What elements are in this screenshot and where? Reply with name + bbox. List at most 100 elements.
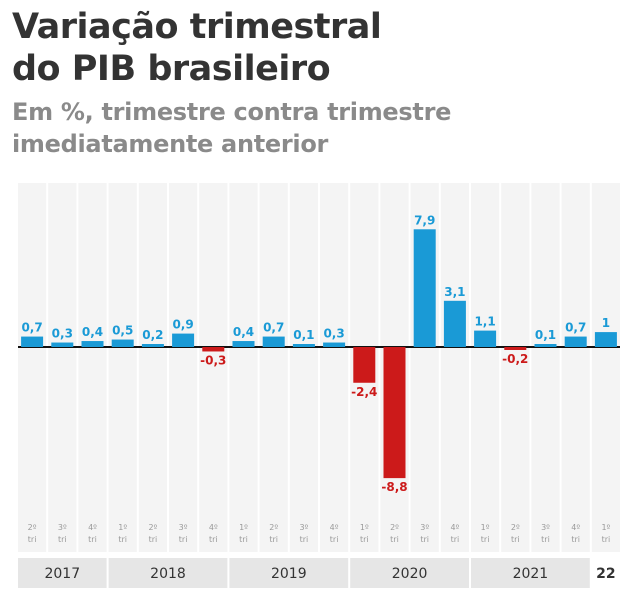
- quarter-label: 4º: [330, 523, 339, 532]
- bar: [353, 347, 376, 383]
- quarter-suffix-label: tri: [88, 535, 97, 544]
- bar: [51, 342, 74, 347]
- quarter-suffix-label: tri: [420, 535, 429, 544]
- quarter-suffix-label: tri: [300, 535, 309, 544]
- bar: [504, 347, 527, 350]
- bar: [292, 344, 315, 347]
- quarter-label: 1º: [360, 523, 369, 532]
- quarter-label: 1º: [118, 523, 127, 532]
- bar: [594, 332, 617, 347]
- quarter-label: 3º: [299, 523, 308, 532]
- quarter-label: 2º: [390, 523, 399, 532]
- bar-value-label: 0,7: [21, 321, 42, 335]
- quarter-suffix-label: tri: [28, 535, 37, 544]
- bar-value-label: -2,4: [351, 385, 377, 399]
- bar: [413, 229, 436, 347]
- quarter-suffix-label: tri: [58, 535, 67, 544]
- bar-value-label: 0,9: [172, 318, 193, 332]
- year-band: [18, 558, 107, 588]
- quarter-suffix-label: tri: [149, 535, 158, 544]
- bar: [474, 330, 497, 347]
- title-line-2: do PIB brasileiro: [12, 49, 331, 89]
- year-band: [471, 558, 590, 588]
- year-band: [229, 558, 349, 588]
- quarter-column-bg: [501, 183, 530, 552]
- quarter-column-bg: [78, 183, 107, 552]
- quarter-column-bg: [591, 183, 620, 552]
- bar: [323, 342, 346, 347]
- bar-value-label: 0,3: [52, 327, 73, 341]
- quarter-suffix-label: tri: [360, 535, 369, 544]
- bar-value-label: 0,2: [142, 328, 163, 342]
- quarter-suffix-label: tri: [511, 535, 520, 544]
- year-label: 2019: [271, 566, 307, 582]
- quarter-label: 4º: [88, 523, 97, 532]
- quarter-suffix-label: tri: [390, 535, 399, 544]
- quarter-label: 3º: [179, 523, 188, 532]
- year-label: 2020: [392, 566, 428, 582]
- bar: [202, 347, 225, 352]
- subtitle-line-1: Em %, trimestre contra trimestre: [12, 98, 452, 126]
- quarter-column-bg: [18, 183, 47, 552]
- quarter-column-bg: [531, 183, 560, 552]
- quarter-label: 2º: [269, 523, 278, 532]
- bar: [172, 333, 195, 347]
- quarter-column-bg: [259, 183, 288, 552]
- subtitle-line-2: imediatamente anterior: [12, 130, 329, 158]
- bar-value-label: 0,7: [263, 321, 284, 335]
- quarter-label: 1º: [239, 523, 248, 532]
- bar-value-label: 0,1: [293, 328, 314, 342]
- bar: [81, 341, 104, 347]
- quarter-suffix-label: tri: [209, 535, 218, 544]
- year-label: 2021: [513, 566, 549, 582]
- bar-value-label: 7,9: [414, 213, 435, 227]
- bar-value-label: -8,8: [381, 480, 407, 494]
- year-label: 2017: [44, 566, 80, 582]
- quarter-suffix-label: tri: [541, 535, 550, 544]
- bar: [443, 300, 466, 347]
- quarter-column-bg: [561, 183, 590, 552]
- year-band: [350, 558, 469, 588]
- quarter-label: 2º: [28, 523, 37, 532]
- quarter-suffix-label: tri: [571, 535, 580, 544]
- quarter-label: 4º: [450, 523, 459, 532]
- bar: [232, 341, 255, 347]
- bar-value-label: 0,3: [323, 327, 344, 341]
- bar: [21, 336, 44, 347]
- quarter-label: 4º: [209, 523, 218, 532]
- bar-value-label: 0,4: [82, 325, 103, 339]
- year-label: 22: [596, 566, 615, 582]
- chart-title: Variação trimestral do PIB brasileiro: [12, 6, 632, 90]
- quarter-label: 1º: [481, 523, 490, 532]
- quarter-label: 3º: [541, 523, 550, 532]
- quarter-label: 2º: [511, 523, 520, 532]
- bar-value-label: 0,7: [565, 321, 586, 335]
- quarter-column-bg: [471, 183, 500, 552]
- bar: [141, 344, 164, 347]
- bar: [111, 339, 134, 347]
- title-line-1: Variação trimestral: [12, 7, 382, 47]
- year-band: [108, 558, 228, 588]
- bar-value-label: 0,1: [535, 328, 556, 342]
- bar-value-label: -0,3: [200, 353, 226, 367]
- quarter-column-bg: [138, 183, 167, 552]
- quarter-label: 3º: [58, 523, 67, 532]
- bar-value-label: 3,1: [444, 285, 465, 299]
- bar-value-label: 0,4: [233, 325, 254, 339]
- bar-value-label: 1,1: [474, 315, 495, 329]
- year-band: [591, 558, 620, 588]
- quarter-column-bg: [229, 183, 258, 552]
- quarter-label: 2º: [148, 523, 157, 532]
- quarter-column-bg: [289, 183, 318, 552]
- quarter-suffix-label: tri: [481, 535, 490, 544]
- quarter-column-bg: [48, 183, 77, 552]
- quarter-column-bg: [108, 183, 137, 552]
- quarter-suffix-label: tri: [239, 535, 248, 544]
- quarter-suffix-label: tri: [602, 535, 611, 544]
- quarter-column-bg: [169, 183, 198, 552]
- quarter-column-bg: [320, 183, 349, 552]
- quarter-label: 4º: [571, 523, 580, 532]
- quarter-suffix-label: tri: [451, 535, 460, 544]
- quarter-column-bg: [440, 183, 469, 552]
